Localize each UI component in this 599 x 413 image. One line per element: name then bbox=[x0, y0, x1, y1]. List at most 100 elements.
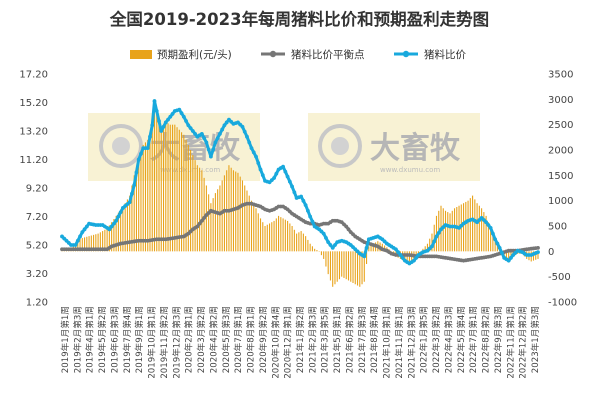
y-left-tick-label: 11.20 bbox=[19, 155, 48, 166]
profit-bar bbox=[194, 160, 196, 252]
profit-bar bbox=[293, 229, 295, 252]
x-tick-label: 2019年7月第4周 bbox=[121, 306, 133, 373]
profit-bar bbox=[257, 213, 259, 252]
ratio-point bbox=[111, 221, 116, 226]
ratio-point bbox=[493, 237, 498, 242]
ratio-point bbox=[242, 129, 247, 134]
x-tick-label: 2021年1月第2周 bbox=[294, 306, 306, 373]
profit-bar bbox=[368, 246, 370, 252]
x-tick-label: 2019年1月第1周 bbox=[59, 306, 71, 373]
legend-breakeven-label: 猪料比价平衡点 bbox=[291, 48, 365, 61]
profit-bar bbox=[354, 251, 356, 285]
profit-bar bbox=[190, 150, 192, 252]
ratio-point bbox=[254, 154, 258, 159]
legend-ratio-label: 猪料比价 bbox=[424, 48, 466, 61]
ratio-point bbox=[324, 235, 328, 240]
ratio-point bbox=[154, 109, 159, 113]
breakeven-points bbox=[60, 201, 540, 263]
profit-bar bbox=[221, 180, 223, 252]
profit-bar bbox=[90, 235, 92, 252]
ratio-point bbox=[290, 184, 294, 189]
ratio-point bbox=[199, 131, 204, 136]
profit-bar bbox=[284, 219, 286, 252]
profit-bar bbox=[469, 198, 471, 252]
profit-bar bbox=[117, 212, 119, 252]
y-right-tick-label: -500 bbox=[548, 272, 571, 283]
profit-bar bbox=[347, 251, 350, 281]
ratio-point bbox=[536, 250, 540, 255]
profit-bar bbox=[483, 212, 485, 252]
x-tick-label: 2019年12月第3周 bbox=[170, 306, 182, 379]
ratio-point bbox=[148, 134, 152, 139]
x-tick-label: 2022年12月第2周 bbox=[517, 306, 529, 379]
x-tick-label: 2020年2月第1周 bbox=[183, 306, 195, 373]
profit-bar bbox=[248, 195, 250, 252]
profit-bar bbox=[111, 222, 113, 252]
legend-ratio-dot bbox=[402, 50, 410, 58]
ratio-points bbox=[60, 99, 540, 266]
legend: 预期盈利(元/头) 猪料比价平衡点 猪料比价 bbox=[130, 48, 466, 61]
y-axis-right: 3500 3000 2500 2000 1500 1000 500 0 -500 -1000 bbox=[548, 70, 577, 309]
ratio-point bbox=[80, 230, 85, 235]
x-tick-label: 2022年3月第2周 bbox=[430, 306, 442, 373]
y-left-tick-label: 3.20 bbox=[26, 269, 48, 280]
profit-bar bbox=[174, 124, 176, 252]
profit-bar bbox=[320, 251, 322, 256]
profit-bar bbox=[203, 177, 205, 252]
profit-bar bbox=[361, 251, 363, 285]
profit-bar bbox=[129, 195, 131, 252]
profit-bar bbox=[429, 238, 431, 252]
ratio-point bbox=[283, 169, 288, 174]
profit-bar bbox=[338, 251, 341, 280]
profit-bar bbox=[352, 251, 354, 283]
ratio-point bbox=[396, 250, 401, 255]
x-tick-label: 2021年8月第4周 bbox=[368, 306, 380, 373]
watermark-right: www.dxumu.com 大畜牧 www.dxumu.com bbox=[308, 113, 480, 181]
profit-bar bbox=[99, 232, 101, 252]
profit-bar bbox=[77, 241, 79, 252]
profit-bar bbox=[465, 201, 467, 252]
profit-bar bbox=[311, 246, 313, 252]
breakeven-point bbox=[344, 224, 349, 229]
ratio-point bbox=[188, 126, 193, 131]
profit-bar bbox=[208, 194, 210, 252]
profit-bar bbox=[246, 190, 248, 252]
x-tick-label: 2020年10月第4周 bbox=[269, 306, 281, 379]
x-tick-label: 2022年1月第5周 bbox=[418, 306, 430, 373]
y-right-tick-label: -1000 bbox=[548, 298, 577, 309]
ratio-point bbox=[202, 136, 207, 141]
ratio-point bbox=[157, 119, 161, 123]
x-tick-label: 2020年4月第2周 bbox=[207, 306, 219, 373]
ratio-point bbox=[258, 167, 263, 172]
profit-bar bbox=[453, 208, 456, 252]
ratio-point bbox=[181, 114, 186, 119]
profit-bar bbox=[300, 231, 302, 252]
watermark-right-logo-dot bbox=[331, 137, 349, 155]
y-right-tick-label: 500 bbox=[548, 222, 567, 233]
profit-bar bbox=[135, 167, 137, 252]
profit-bar bbox=[237, 172, 239, 252]
ratio-point bbox=[484, 220, 489, 225]
x-tick-label: 2019年4月第1周 bbox=[84, 306, 96, 373]
profit-bar bbox=[241, 180, 244, 252]
profit-bar bbox=[219, 185, 221, 252]
legend-breakeven-dot bbox=[269, 50, 277, 58]
x-tick-label: 2020年3月第2周 bbox=[195, 306, 207, 373]
profit-bar bbox=[273, 220, 275, 252]
x-axis-labels: 2019年1月第1周 2019年2月第3周 2019年4月第1周 2019年5月第2周… bbox=[59, 306, 541, 379]
profit-bar bbox=[178, 129, 180, 252]
ratio-point bbox=[364, 245, 369, 250]
ratio-point bbox=[303, 203, 308, 208]
ratio-point bbox=[118, 210, 123, 215]
x-tick-label: 2020年9月第2周 bbox=[257, 306, 269, 373]
ratio-point bbox=[136, 157, 141, 162]
profit-bar bbox=[235, 171, 237, 252]
ratio-point bbox=[495, 241, 500, 246]
profit-bar bbox=[422, 248, 424, 252]
profit-bar bbox=[444, 210, 447, 252]
profit-bar bbox=[266, 224, 268, 252]
y-left-tick-label: 15.20 bbox=[19, 98, 48, 109]
profit-bar bbox=[307, 239, 309, 252]
